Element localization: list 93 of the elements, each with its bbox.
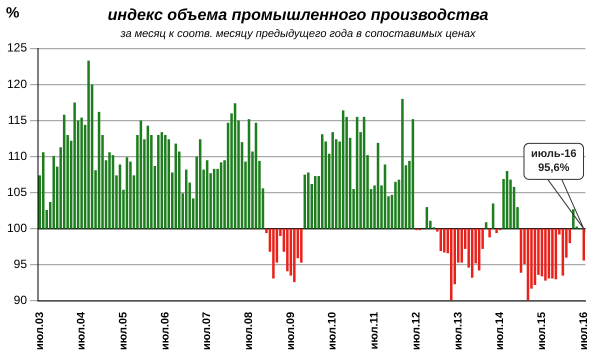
bar — [362, 116, 366, 229]
bar — [488, 228, 491, 238]
bar — [146, 126, 150, 229]
bar — [495, 228, 498, 234]
bar — [300, 228, 303, 263]
x-tick-label: июл.04 — [76, 310, 88, 350]
bar — [554, 228, 558, 280]
bar — [164, 134, 167, 229]
bar — [534, 228, 536, 285]
x-tick-label: июл.03 — [34, 312, 46, 350]
annotation: июль-16 95,6% — [530, 148, 577, 174]
bar — [562, 228, 564, 276]
y-tick-label: 110 — [8, 148, 28, 163]
bar — [331, 132, 334, 229]
bar — [443, 228, 446, 253]
bar — [582, 228, 586, 260]
x-tick-label: июл.13 — [452, 312, 464, 350]
bar — [286, 228, 289, 272]
bar — [168, 139, 170, 229]
chart-subtitle: за месяц к соотв. месяцу предыдущего года в сопоставимых ценах — [119, 28, 476, 40]
bar — [506, 171, 508, 229]
bar — [320, 134, 324, 229]
bar — [450, 228, 453, 300]
y-tick-label: 115 — [8, 112, 28, 127]
bar — [551, 228, 554, 278]
bar — [356, 116, 358, 229]
bar — [234, 103, 236, 229]
bar — [254, 122, 258, 229]
bar — [540, 228, 544, 276]
y-tick-label: 100 — [6, 221, 28, 236]
x-tick-label: июл.10 — [326, 312, 339, 350]
bar — [401, 98, 404, 229]
bar — [174, 144, 178, 229]
bar — [478, 228, 480, 271]
bar — [73, 102, 76, 229]
bar — [426, 207, 428, 229]
bar — [412, 119, 414, 229]
bar — [342, 110, 344, 229]
bar — [293, 228, 296, 282]
x-tick-label: июл.12 — [410, 312, 422, 350]
x-tick-label: июл.16 — [578, 312, 590, 350]
bar — [87, 60, 90, 229]
bar — [184, 170, 188, 229]
bar — [526, 228, 530, 300]
y-tick-label: 105 — [6, 184, 28, 199]
bar — [198, 139, 202, 229]
bar — [140, 120, 142, 229]
bar — [206, 160, 208, 229]
bar — [314, 176, 317, 229]
bar — [52, 156, 55, 229]
x-tick-label: июл.07 — [201, 312, 214, 350]
bar — [484, 222, 488, 229]
bar — [126, 157, 128, 229]
x-tick-label: июл.05 — [117, 312, 130, 350]
bar — [212, 168, 216, 229]
bar — [520, 228, 522, 273]
bar — [304, 174, 306, 229]
y-tick-label: 120 — [6, 76, 28, 91]
bar — [272, 228, 275, 278]
bar — [376, 142, 380, 229]
bar — [492, 203, 494, 229]
y-axis-title: % — [6, 4, 20, 22]
bar — [384, 164, 386, 229]
y-tick-label: 95 — [14, 257, 28, 272]
bar — [108, 152, 111, 229]
x-tick-label: июл.14 — [494, 310, 506, 350]
x-tick-label: июл.09 — [284, 312, 297, 350]
bar — [42, 152, 45, 229]
bar — [307, 172, 310, 229]
bar — [544, 228, 547, 281]
bar — [98, 112, 100, 229]
bar — [248, 119, 250, 229]
bar — [160, 132, 164, 229]
x-tick-label: июл.06 — [159, 312, 172, 350]
bar — [157, 134, 160, 229]
bar — [118, 164, 122, 229]
bar — [572, 209, 575, 229]
y-tick-label: 90 — [14, 293, 28, 308]
bar — [220, 162, 222, 229]
bar — [440, 228, 442, 252]
x-tick-label: июл.11 — [368, 312, 381, 350]
bar — [112, 155, 114, 229]
x-tick-label: июл.08 — [243, 312, 256, 350]
bar — [80, 118, 83, 229]
bar — [548, 228, 550, 278]
bar — [129, 162, 132, 229]
y-tick-label: 125 — [6, 40, 28, 55]
bar — [460, 228, 463, 263]
bar — [62, 114, 66, 229]
chart-title: индекс объема промышленного производства — [108, 7, 488, 24]
bar — [394, 182, 397, 229]
x-tick-label: июл.15 — [536, 312, 548, 350]
bar — [470, 228, 474, 278]
